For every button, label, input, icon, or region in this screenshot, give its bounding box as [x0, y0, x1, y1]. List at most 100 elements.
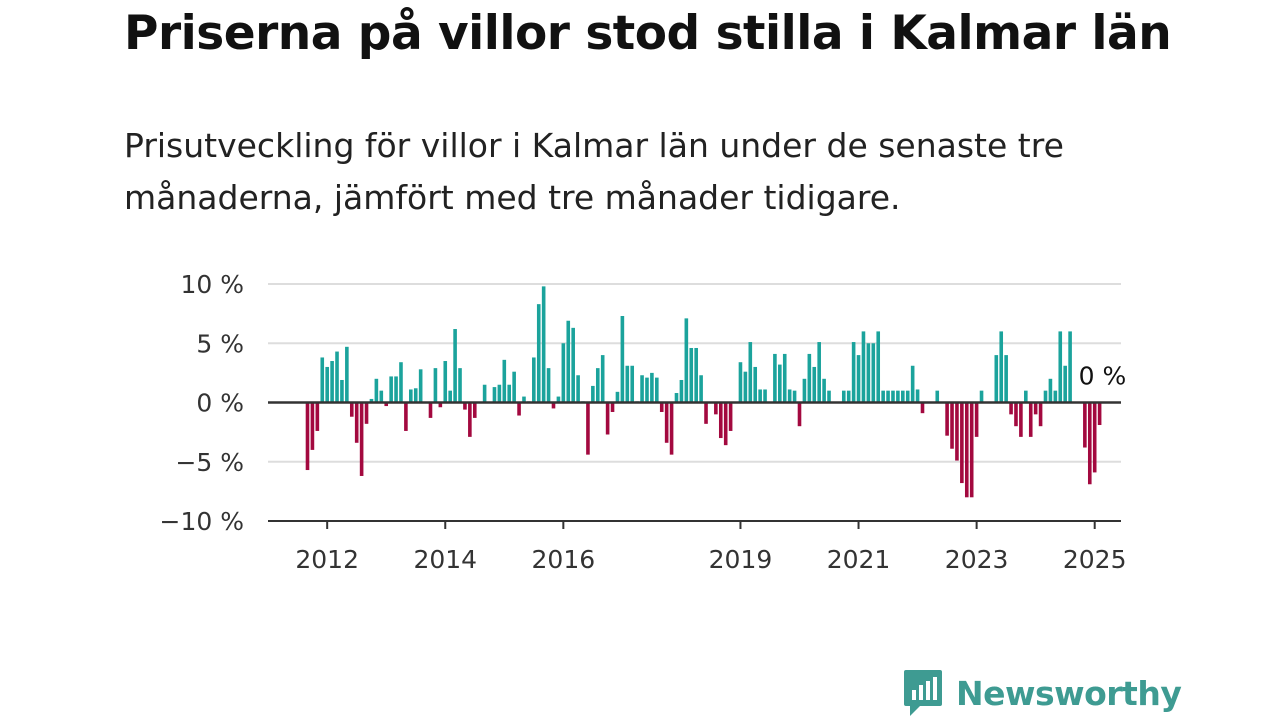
bar-negative [517, 402, 521, 416]
bar-positive [684, 318, 689, 403]
bar-positive [773, 353, 777, 403]
bar-positive [453, 329, 457, 403]
y-tick-label: −5 % [175, 448, 244, 477]
y-tick-label: 5 % [196, 329, 244, 358]
bar-positive [556, 396, 561, 403]
bar-negative [1097, 402, 1102, 426]
bar-positive [615, 391, 620, 403]
y-tick-label: 10 % [180, 270, 244, 299]
bar-positive [389, 376, 393, 403]
bar-positive [532, 357, 536, 403]
bar-negative [1038, 402, 1043, 427]
bar-positive [394, 376, 398, 403]
bar-negative [605, 402, 610, 435]
bar-positive [418, 369, 423, 403]
bar-positive [650, 372, 654, 403]
x-tick-label: 2014 [413, 545, 477, 574]
bar-negative [349, 402, 354, 417]
bar-positive [1004, 355, 1008, 403]
bar-negative [586, 402, 590, 455]
bar-positive [679, 379, 684, 403]
bar-positive [871, 343, 876, 403]
bar-positive [901, 390, 905, 403]
bar-positive [546, 368, 551, 403]
bar-positive [822, 378, 826, 403]
tick-labels: 10 % 5 % 0 % −5 % −10 % 2012 2014 2016 2019 2021 2… [160, 270, 1130, 574]
bar-positive [576, 375, 580, 403]
bar-positive [413, 388, 418, 403]
bar-positive [561, 343, 566, 403]
bar-positive [1058, 331, 1063, 403]
bar-negative [1033, 402, 1038, 415]
bar-positive [753, 366, 758, 403]
bar-positive [910, 365, 915, 403]
bar-positive [379, 390, 384, 403]
bar-negative [610, 402, 615, 412]
bar-positive [335, 351, 339, 403]
bar-positive [674, 393, 679, 403]
bar-positive [620, 316, 625, 403]
bar-negative [920, 402, 925, 414]
x-tick-label: 2025 [1063, 545, 1127, 574]
bar-negative [384, 402, 389, 407]
bars [305, 286, 1102, 498]
bar-negative [354, 402, 359, 443]
bar-negative [728, 402, 733, 431]
axes [268, 401, 1121, 529]
bar-positive [374, 378, 379, 403]
bar-negative [551, 402, 556, 409]
bar-positive [778, 364, 782, 403]
bar-positive [856, 355, 861, 403]
bar-positive [1063, 365, 1067, 403]
bar-negative [1083, 402, 1087, 448]
bar-negative [404, 402, 408, 431]
bar-negative [704, 402, 708, 424]
bar-positive [817, 342, 821, 403]
bar-positive [330, 361, 334, 403]
newsworthy-brand: Newsworthy [902, 668, 1182, 718]
bar-negative [1019, 402, 1023, 437]
x-tick-label: 2016 [532, 545, 596, 574]
bar-negative [364, 402, 369, 424]
bar-negative [1014, 402, 1018, 427]
bar-positive [827, 390, 831, 403]
bar-positive [743, 371, 748, 403]
bar-positive [866, 343, 871, 403]
x-tick-label: 2021 [827, 545, 891, 574]
bar-positive [1053, 390, 1058, 403]
last-value-label: 0 % [1079, 362, 1127, 391]
bar-positive [497, 384, 502, 403]
bar-positive [448, 390, 452, 403]
bar-positive [325, 366, 329, 403]
bar-negative [969, 402, 974, 498]
bar-positive [655, 377, 659, 403]
bar-negative [964, 402, 969, 498]
bar-negative [463, 402, 467, 410]
newsworthy-logo-icon [904, 670, 942, 716]
bar-negative [723, 402, 728, 446]
bar-positive [881, 390, 885, 403]
bar-positive [492, 387, 497, 403]
bar-positive [758, 389, 762, 403]
bar-negative [664, 402, 669, 443]
bar-negative [945, 402, 949, 436]
bar-positive [807, 353, 812, 403]
bar-negative [950, 402, 954, 449]
bar-positive [846, 390, 851, 403]
bar-positive [600, 355, 605, 403]
bar-negative [468, 402, 472, 437]
bar-positive [512, 371, 516, 403]
bar-negative [1092, 402, 1097, 473]
bar-negative [315, 402, 320, 431]
bar-positive [792, 390, 797, 403]
bar-negative [797, 402, 802, 427]
bar-negative [305, 402, 310, 471]
bar-positive [345, 346, 349, 403]
bar-negative [714, 402, 718, 415]
bar-positive [409, 389, 413, 403]
bar-positive [896, 390, 900, 403]
bar-positive [571, 327, 575, 403]
bar-positive [782, 353, 787, 403]
bar-positive [507, 384, 512, 403]
